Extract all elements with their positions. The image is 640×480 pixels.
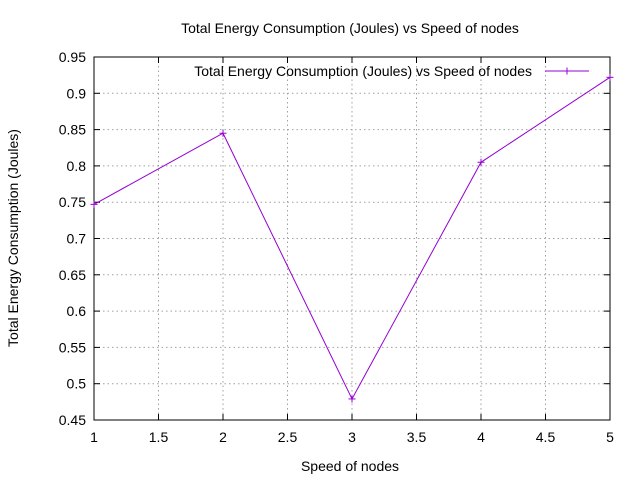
y-tick-label: 0.55 xyxy=(59,339,86,355)
y-axis: 0.45 0.5 0.55 0.6 0.65 0.7 0.75 0.8 0.85 0.9 0.95 xyxy=(59,49,610,428)
x-tick-label: 4.5 xyxy=(536,429,556,445)
x-tick-label: 1.5 xyxy=(149,429,169,445)
y-tick-label: 0.65 xyxy=(59,267,86,283)
y-tick-label: 0.8 xyxy=(67,158,87,174)
x-tick-label: 5 xyxy=(606,429,614,445)
y-tick-label: 0.45 xyxy=(59,412,86,428)
y-axis-label: Total Energy Consumption (Joules) xyxy=(5,129,21,347)
y-tick-label: 0.7 xyxy=(67,231,87,247)
legend-marker xyxy=(563,67,571,75)
x-tick-label: 4 xyxy=(477,429,485,445)
data-point xyxy=(477,158,485,166)
legend: Total Energy Consumption (Joules) vs Spe… xyxy=(194,63,589,79)
chart-title: Total Energy Consumption (Joules) vs Spe… xyxy=(181,20,519,36)
data-point xyxy=(219,129,227,137)
x-tick-label: 1 xyxy=(90,429,98,445)
grid-lines xyxy=(94,57,610,420)
y-tick-label: 0.95 xyxy=(59,49,86,65)
x-tick-label: 3.5 xyxy=(407,429,427,445)
x-axis-label: Speed of nodes xyxy=(301,458,399,474)
y-tick-label: 0.85 xyxy=(59,122,86,138)
x-tick-label: 2.5 xyxy=(278,429,298,445)
y-tick-label: 0.75 xyxy=(59,194,86,210)
y-tick-label: 0.5 xyxy=(67,376,87,392)
series-layer xyxy=(90,73,614,403)
x-axis: 1 1.5 2 2.5 3 3.5 4 4.5 5 xyxy=(90,57,614,445)
x-tick-label: 3 xyxy=(348,429,356,445)
data-point xyxy=(606,73,614,81)
legend-label: Total Energy Consumption (Joules) vs Spe… xyxy=(194,63,532,79)
data-point xyxy=(348,395,356,403)
y-tick-label: 0.6 xyxy=(67,303,87,319)
data-point xyxy=(90,200,98,208)
x-tick-label: 2 xyxy=(219,429,227,445)
y-tick-label: 0.9 xyxy=(67,85,87,101)
